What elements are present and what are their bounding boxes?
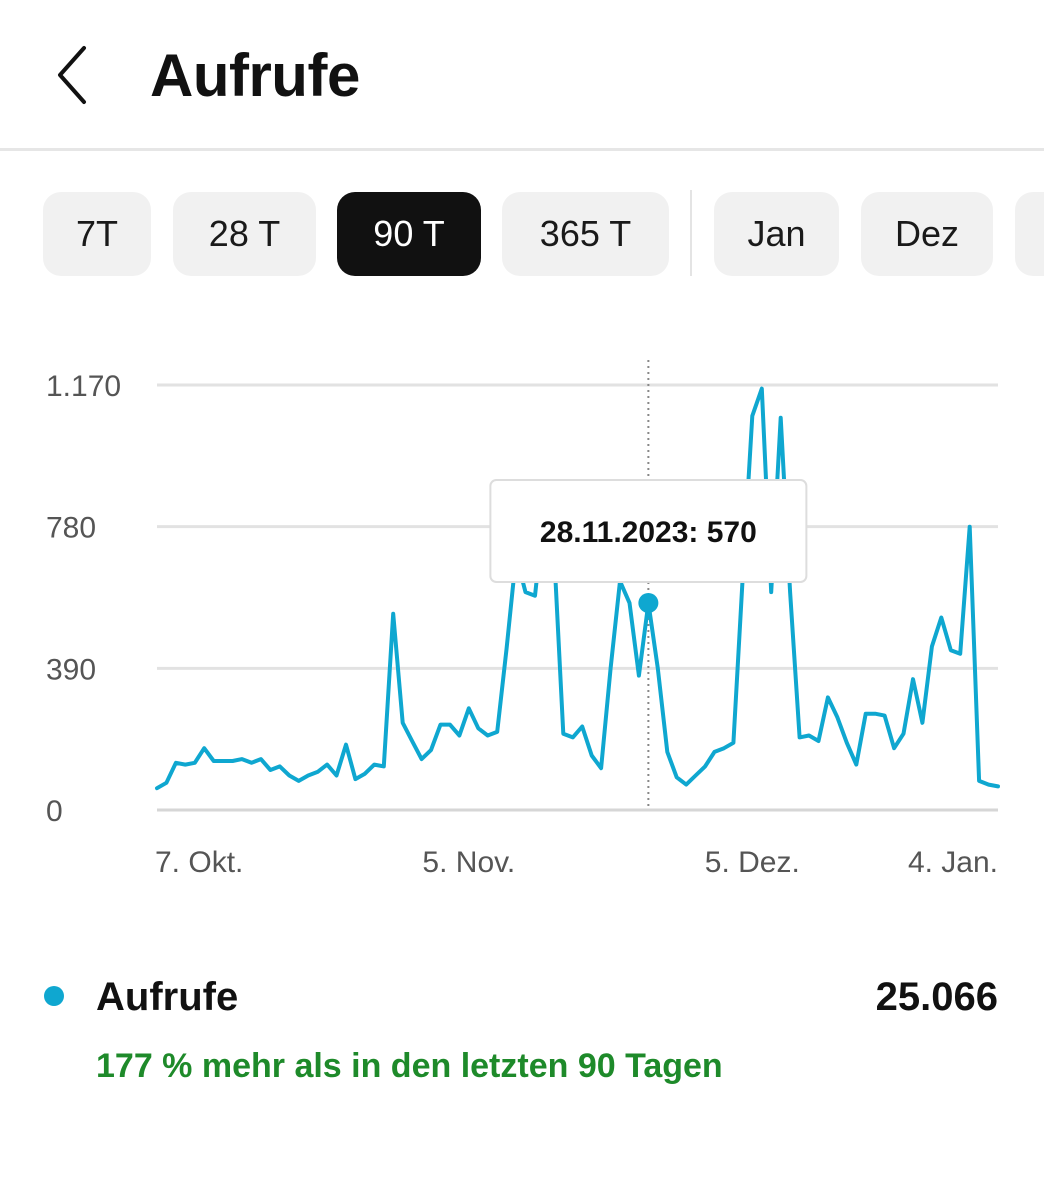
tooltip-text: 28.11.2023: 570: [540, 516, 757, 549]
legend-total: 25.066: [875, 975, 998, 1019]
legend: Aufrufe 25.066 177 % mehr als in den let…: [0, 960, 1044, 1100]
tab-90t[interactable]: 90 T: [337, 192, 481, 276]
views-line-chart: 0 390 780 1.170 7. Okt. 5. Nov. 5. Dez. 4. Jan…: [46, 360, 1000, 879]
range-tabs: 7T 28 T 90 T 365 T Jan Dez: [0, 190, 1044, 280]
header: Aufrufe: [0, 0, 1044, 151]
page-title: Aufrufe: [150, 42, 360, 109]
y-tick-label: 1.170: [46, 370, 121, 403]
tab-jan[interactable]: Jan: [714, 192, 839, 276]
y-tick-label: 0: [46, 795, 63, 828]
tab-divider: [690, 190, 692, 276]
legend-change: 177 % mehr als in den letzten 90 Tagen: [96, 1047, 723, 1085]
tab-28t[interactable]: 28 T: [173, 192, 316, 276]
views-chart: 0 390 780 1.170 7. Okt. 5. Nov. 5. Dez. 4. Jan…: [0, 340, 1044, 900]
tab-dez[interactable]: Dez: [861, 192, 993, 276]
x-tick-label: 4. Jan.: [908, 846, 998, 879]
back-button[interactable]: [44, 40, 108, 110]
legend-dot: [44, 986, 64, 1006]
chevron-left-icon: [58, 46, 86, 104]
series-line-aufrufe: [155, 386, 1000, 791]
tab-7t[interactable]: 7T: [43, 192, 151, 276]
tooltip: 28.11.2023: 570: [489, 479, 808, 583]
legend-name: Aufrufe: [96, 975, 239, 1019]
tab-365t[interactable]: 365 T: [502, 192, 669, 276]
y-tick-label: 390: [46, 653, 96, 686]
x-tick-label: 7. Okt.: [155, 846, 243, 879]
x-tick-label: 5. Nov.: [422, 846, 515, 879]
x-tick-label: 5. Dez.: [705, 846, 800, 879]
y-tick-label: 780: [46, 512, 96, 545]
tooltip-box: [489, 479, 808, 583]
selected-point[interactable]: [638, 592, 659, 613]
tab-next[interactable]: [1015, 192, 1044, 276]
